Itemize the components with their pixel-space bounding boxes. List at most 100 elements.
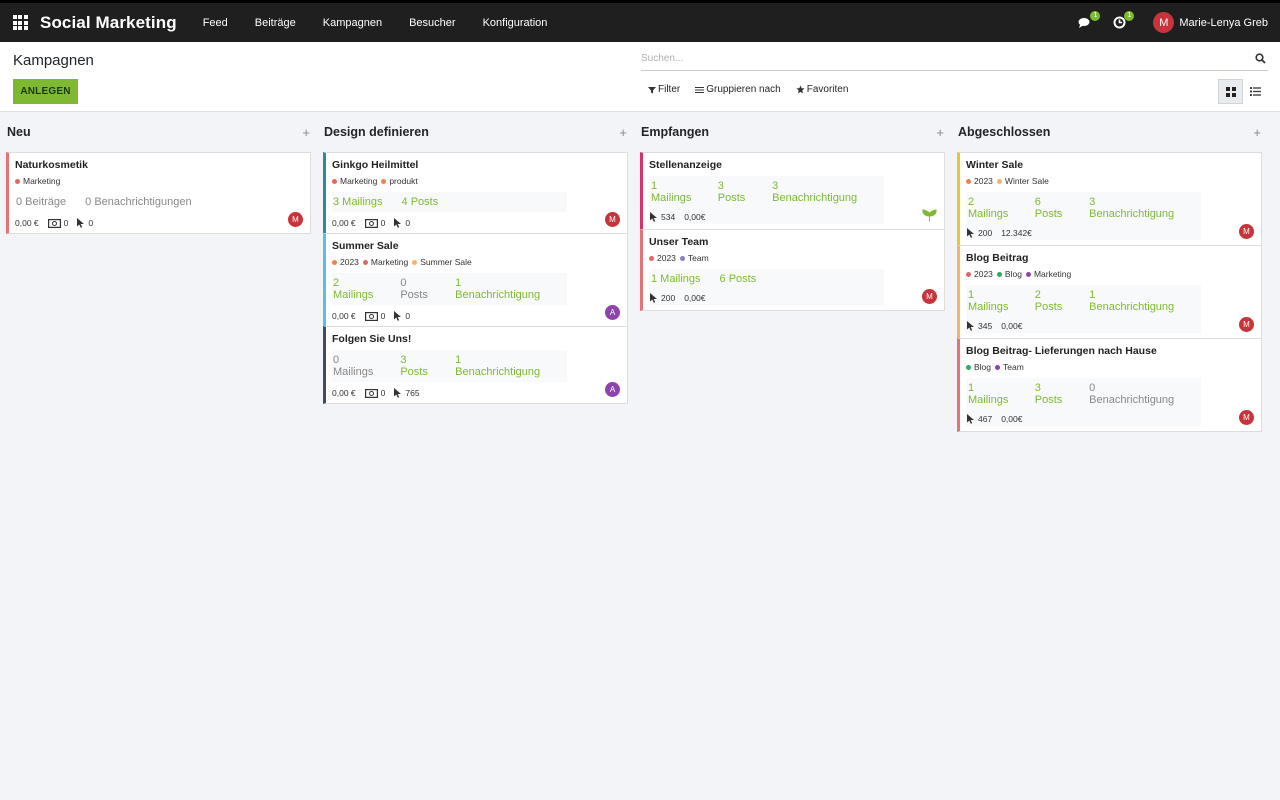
stat-link[interactable]: 6 Posts: [719, 273, 757, 285]
add-card-button[interactable]: +: [1253, 124, 1261, 140]
responsible-avatar[interactable]: A: [605, 305, 620, 320]
tag-label: Marketing: [23, 176, 61, 186]
menu-item-posts[interactable]: Beiträge: [254, 16, 296, 29]
campaign-card[interactable]: Unser Team 2023 Team 1 Mailings 6 Posts 200 0,…: [640, 229, 945, 311]
responsible-avatar[interactable]: M: [288, 212, 303, 227]
cursor-icon: [77, 218, 85, 228]
campaign-card[interactable]: Blog Beitrag 2023 Blog Marketing 1 Mailings 2…: [957, 245, 1262, 339]
revenue-metric: 0,00€: [1001, 414, 1022, 424]
create-button[interactable]: ANLEGEN: [13, 79, 78, 104]
stat-link[interactable]: 3 Posts: [717, 180, 746, 204]
tag-label: Marketing: [1033, 269, 1072, 279]
stat-link[interactable]: 1 Mailings: [651, 180, 692, 204]
stat-link[interactable]: 1 Benachrichtigung: [455, 277, 541, 301]
tag-color-dot: [362, 259, 368, 265]
stat-link[interactable]: 3 Posts: [400, 354, 428, 378]
group-by-dropdown[interactable]: Gruppieren nach: [695, 84, 781, 95]
stat-link[interactable]: 0 Mailings: [333, 354, 374, 378]
stat-link[interactable]: 2 Mailings: [968, 196, 1009, 220]
campaign-card[interactable]: Folgen Sie Uns! 0 Mailings 3 Posts 1 Benach…: [323, 326, 628, 404]
campaign-card[interactable]: Naturkosmetik Marketing 0 Beiträge 0 Benach…: [6, 152, 311, 234]
stat-link[interactable]: 1 Benachrichtigung: [455, 354, 541, 378]
add-card-button[interactable]: +: [619, 124, 627, 140]
search-input[interactable]: [641, 53, 1255, 64]
favorites-dropdown[interactable]: Favoriten: [796, 84, 848, 95]
activities-button[interactable]: 1: [1109, 10, 1135, 33]
stat-link[interactable]: 1 Mailings: [968, 382, 1009, 406]
app-menu-button[interactable]: [0, 3, 40, 42]
cursor-icon: [967, 414, 974, 424]
campaign-card[interactable]: Stellenanzeige 1 Mailings 3 Posts 3 Benachr…: [640, 152, 945, 230]
tag: Blog: [966, 362, 991, 372]
messages-count-badge: 1: [1090, 10, 1101, 21]
campaign-card[interactable]: Summer Sale 2023 Marketing Summer Sale 2 Mai…: [323, 233, 628, 327]
filter-dropdown[interactable]: Filter: [648, 84, 680, 95]
stat-link[interactable]: 4 Posts: [401, 196, 439, 208]
stat-link[interactable]: 1 Mailings: [651, 273, 701, 285]
responsible-avatar[interactable]: M: [922, 289, 937, 304]
campaign-name: Winter Sale: [966, 159, 1024, 171]
responsible-avatar[interactable]: M: [1239, 317, 1254, 332]
tag-label: Blog: [1004, 269, 1022, 279]
list-view-button[interactable]: [1243, 79, 1268, 104]
add-card-button[interactable]: +: [302, 124, 310, 140]
tag: Blog: [996, 269, 1022, 279]
clicks-metric: 345: [967, 321, 992, 331]
tag-color-dot: [966, 178, 971, 184]
tag-color-dot: [995, 364, 1001, 370]
menu-item-visitors[interactable]: Besucher: [409, 16, 456, 29]
messages-button[interactable]: 1: [1075, 10, 1101, 33]
ginkgo-leaf-icon: [922, 209, 937, 222]
stat-link[interactable]: 1 Mailings: [968, 289, 1009, 313]
stat-link[interactable]: 1 Benachrichtigung: [1089, 289, 1175, 313]
tag-list: 2023 Team: [649, 253, 938, 263]
responsible-avatar[interactable]: M: [605, 212, 620, 227]
stat-link[interactable]: 2 Posts: [1034, 289, 1063, 313]
stat-link[interactable]: 0 Benachrichtigung: [1089, 382, 1175, 406]
tag-label: 2023: [340, 257, 359, 267]
responsible-avatar[interactable]: M: [1239, 410, 1254, 425]
tag-label: produkt: [389, 176, 418, 186]
stat-link[interactable]: 0 Posts: [400, 277, 428, 301]
money-metric: 0: [364, 218, 385, 228]
campaign-stats: 0 Beiträge 0 Benachrichtigungen: [15, 192, 304, 212]
campaign-name: Naturkosmetik: [15, 159, 88, 171]
tag-color-dot: [679, 255, 685, 261]
app-brand[interactable]: Social Marketing: [40, 12, 177, 32]
stat-link[interactable]: 6 Posts: [1034, 196, 1063, 220]
money-value: 0: [380, 388, 386, 398]
kanban-view-button[interactable]: [1218, 79, 1243, 104]
tag-label: 2023: [974, 176, 993, 186]
menu-item-feed[interactable]: Feed: [202, 16, 228, 29]
kanban-column: Empfangen + Stellenanzeige 1 Mailings 3 Post…: [640, 112, 945, 311]
campaign-card[interactable]: Ginkgo Heilmittel Marketing produkt 3 Maili…: [323, 152, 628, 234]
clicks-value: 200: [978, 228, 993, 238]
revenue-value: 0,00€: [684, 293, 706, 303]
campaign-card[interactable]: Winter Sale 2023 Winter Sale 2 Mailings 6 Po…: [957, 152, 1262, 246]
campaign-card[interactable]: Blog Beitrag- Lieferungen nach Hause Blog…: [957, 338, 1262, 432]
tag: Winter Sale: [996, 176, 1049, 186]
campaign-stats: 3 Mailings 4 Posts: [332, 192, 567, 212]
search-icon[interactable]: [1255, 53, 1266, 64]
tag-label: Team: [687, 253, 709, 263]
add-card-button[interactable]: +: [936, 124, 944, 140]
user-menu[interactable]: M Marie-Lenya Greb: [1153, 12, 1268, 33]
apps-grid-icon: [12, 15, 28, 30]
menu-item-campaigns[interactable]: Kampagnen: [322, 16, 383, 29]
clicks-value: 534: [661, 212, 676, 222]
stat-link[interactable]: 2 Mailings: [333, 277, 374, 301]
menu-item-configuration[interactable]: Konfiguration: [482, 16, 548, 29]
campaign-metrics: 345 0,00€: [967, 321, 1200, 331]
responsible-avatar[interactable]: M: [1239, 224, 1254, 239]
stat-link[interactable]: 3 Benachrichtigung: [772, 180, 858, 204]
user-name: Marie-Lenya Greb: [1179, 16, 1268, 29]
stat-link[interactable]: 0 Beiträge: [16, 196, 67, 208]
stat-link[interactable]: 0 Benachrichtigungen: [85, 196, 192, 208]
stat-link[interactable]: 3 Posts: [1034, 382, 1063, 406]
tag-color-dot: [381, 178, 387, 184]
responsible-avatar[interactable]: A: [605, 382, 620, 397]
campaign-name: Summer Sale: [332, 240, 399, 252]
tag: Summer Sale: [412, 257, 472, 267]
stat-link[interactable]: 3 Mailings: [333, 196, 383, 208]
stat-link[interactable]: 3 Benachrichtigung: [1089, 196, 1175, 220]
